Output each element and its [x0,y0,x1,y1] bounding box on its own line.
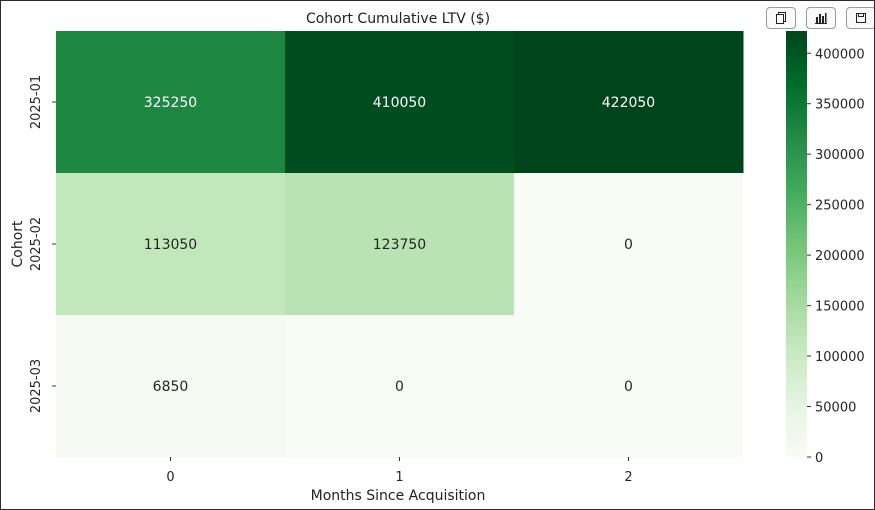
y-tick-label: 2025-03 [29,359,44,413]
heatmap-cell [285,31,515,174]
heatmap-cell [56,315,286,458]
y-tick-label: 2025-01 [29,75,44,129]
save-icon [854,11,868,25]
colorbar-tick-label: 350000 [815,98,865,113]
heatmap-cell [56,31,286,174]
heatmap-cell [285,315,515,458]
heatmap-cell [514,31,744,174]
chart-button[interactable] [806,7,836,29]
colorbar-tick-label: 300000 [815,148,865,163]
colorbar-tick-label: 200000 [815,249,865,264]
colorbar [786,31,807,457]
cell-value-label: 123750 [373,237,426,253]
x-tick-label: 0 [166,470,174,485]
cell-value-label: 113050 [144,237,197,253]
cell-value-label: 422050 [602,95,655,111]
colorbar-ticks: 0 50000 100000 150000 200000 250000 300000 3500… [807,47,865,466]
cell-value-label: 0 [395,379,404,395]
cell-value-label: 410050 [373,95,426,111]
copy-button[interactable] [766,7,796,29]
save-button[interactable] [846,7,874,29]
colorbar-tick-label: 250000 [815,199,865,214]
heatmap-cell [514,173,744,316]
x-axis-ticks: 0 1 2 [166,457,633,485]
x-tick-label: 2 [624,470,632,485]
y-axis-ticks: 2025-01 2025-02 2025-03 [29,75,56,413]
bar-chart-icon [814,11,828,25]
cell-value-label: 325250 [144,95,197,111]
colorbar-tick-label: 100000 [815,350,865,365]
colorbar-tick-label: 400000 [815,47,865,62]
colorbar-tick-label: 150000 [815,300,865,315]
y-tick-label: 2025-02 [29,217,44,271]
cell-value-label: 0 [624,237,633,253]
x-axis-label: Months Since Acquisition [311,488,486,504]
heatmap-cell [56,173,286,316]
cell-value-label: 6850 [153,379,189,395]
colorbar-tick-label: 50000 [815,401,856,416]
copy-icon [774,11,788,25]
heatmap-cell [285,173,515,316]
x-tick-label: 1 [395,470,403,485]
y-axis-label: Cohort [10,220,26,268]
chart-title: Cohort Cumulative LTV ($) [306,11,490,27]
cell-value-label: 0 [624,379,633,395]
heatmap-cell [514,315,744,458]
heatmap-cells: 325250 410050 422050 113050 123750 0 6850 0 0 [56,31,744,458]
colorbar-tick-label: 0 [815,451,823,466]
